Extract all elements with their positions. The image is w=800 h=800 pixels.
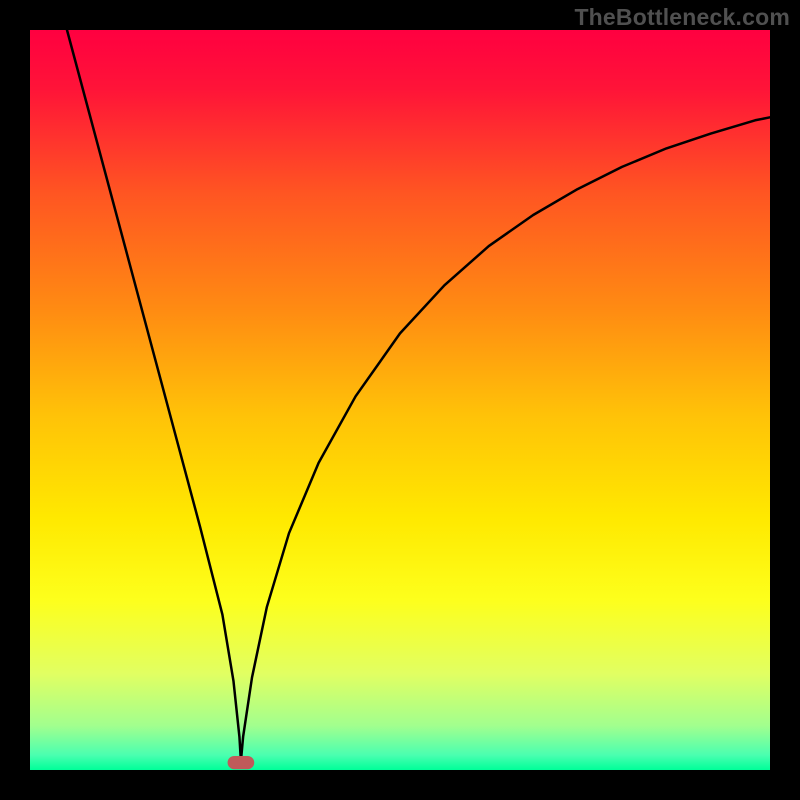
minimum-marker — [228, 756, 255, 769]
attribution-watermark: TheBottleneck.com — [574, 4, 790, 31]
bottleneck-chart — [0, 0, 800, 800]
plot-gradient-background — [30, 30, 770, 770]
chart-container: TheBottleneck.com — [0, 0, 800, 800]
